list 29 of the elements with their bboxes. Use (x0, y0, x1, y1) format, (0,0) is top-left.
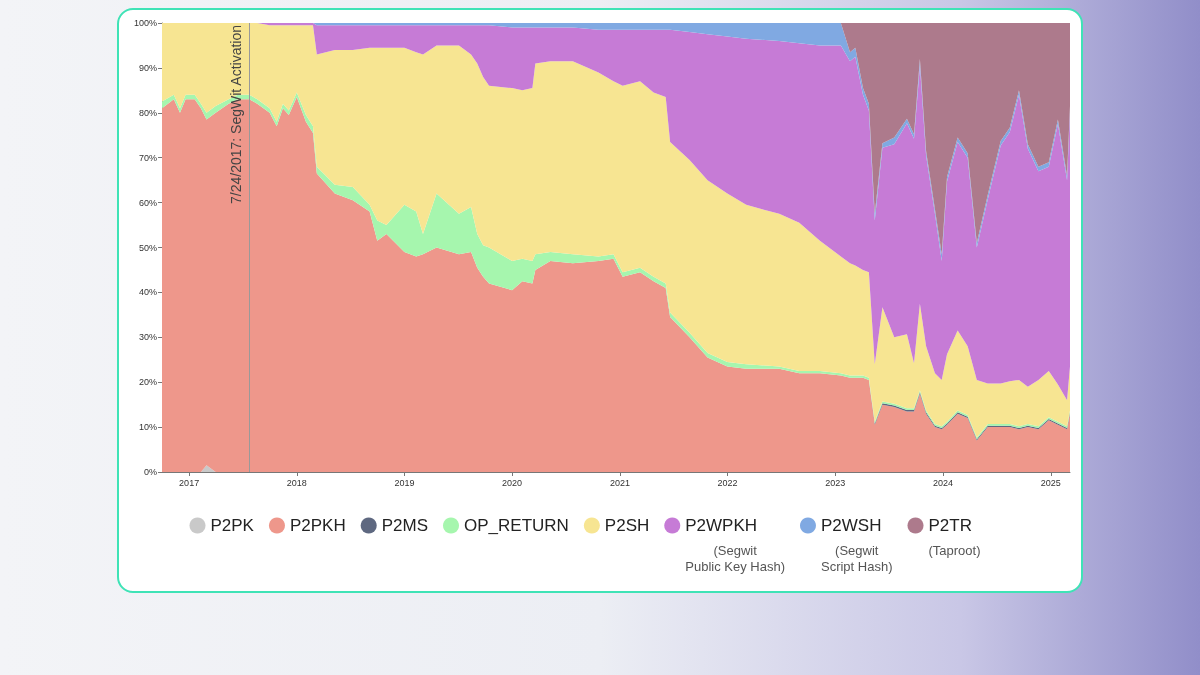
x-tick-label: 2023 (825, 477, 846, 488)
x-tick-label: 2025 (1040, 477, 1061, 488)
x-tick-label: 2021 (609, 477, 630, 488)
legend-label: P2MS (381, 516, 429, 535)
legend-label: P2SH (604, 516, 650, 535)
y-tick-label: 50% (138, 242, 157, 253)
x-tick-label: 2024 (932, 477, 953, 488)
y-tick-label: 0% (143, 467, 157, 477)
x-tick-label: 2020 (502, 477, 523, 488)
y-tick-label: 60% (138, 197, 157, 208)
x-tick-label: 2017 (179, 477, 200, 488)
x-tick-label: 2022 (717, 477, 738, 488)
x-tick-label: 2019 (394, 477, 415, 488)
legend-label: P2WPKH (Segwit Public Key Hash) (685, 516, 785, 574)
x-tick-label: 2018 (286, 477, 307, 488)
legend-label: P2TR (Taproot) (928, 516, 981, 558)
ref-line-label: 7/24/2017: SegWit Activation (228, 25, 245, 204)
y-tick-label: 20% (138, 377, 157, 388)
y-tick-label: 40% (138, 287, 157, 298)
legend-label: P2PK (210, 516, 255, 535)
y-tick-label: 90% (138, 62, 157, 73)
y-tick-label: 30% (138, 332, 157, 343)
y-tick-label: 100% (133, 18, 157, 28)
legend-label: P2PKH (289, 516, 346, 535)
y-tick-label: 10% (138, 422, 157, 433)
y-tick-label: 70% (138, 152, 157, 163)
y-tick-label: 80% (138, 107, 157, 118)
legend-label: P2WSH (Segwit Script Hash) (820, 516, 893, 574)
legend-label: OP_RETURN (464, 516, 569, 535)
